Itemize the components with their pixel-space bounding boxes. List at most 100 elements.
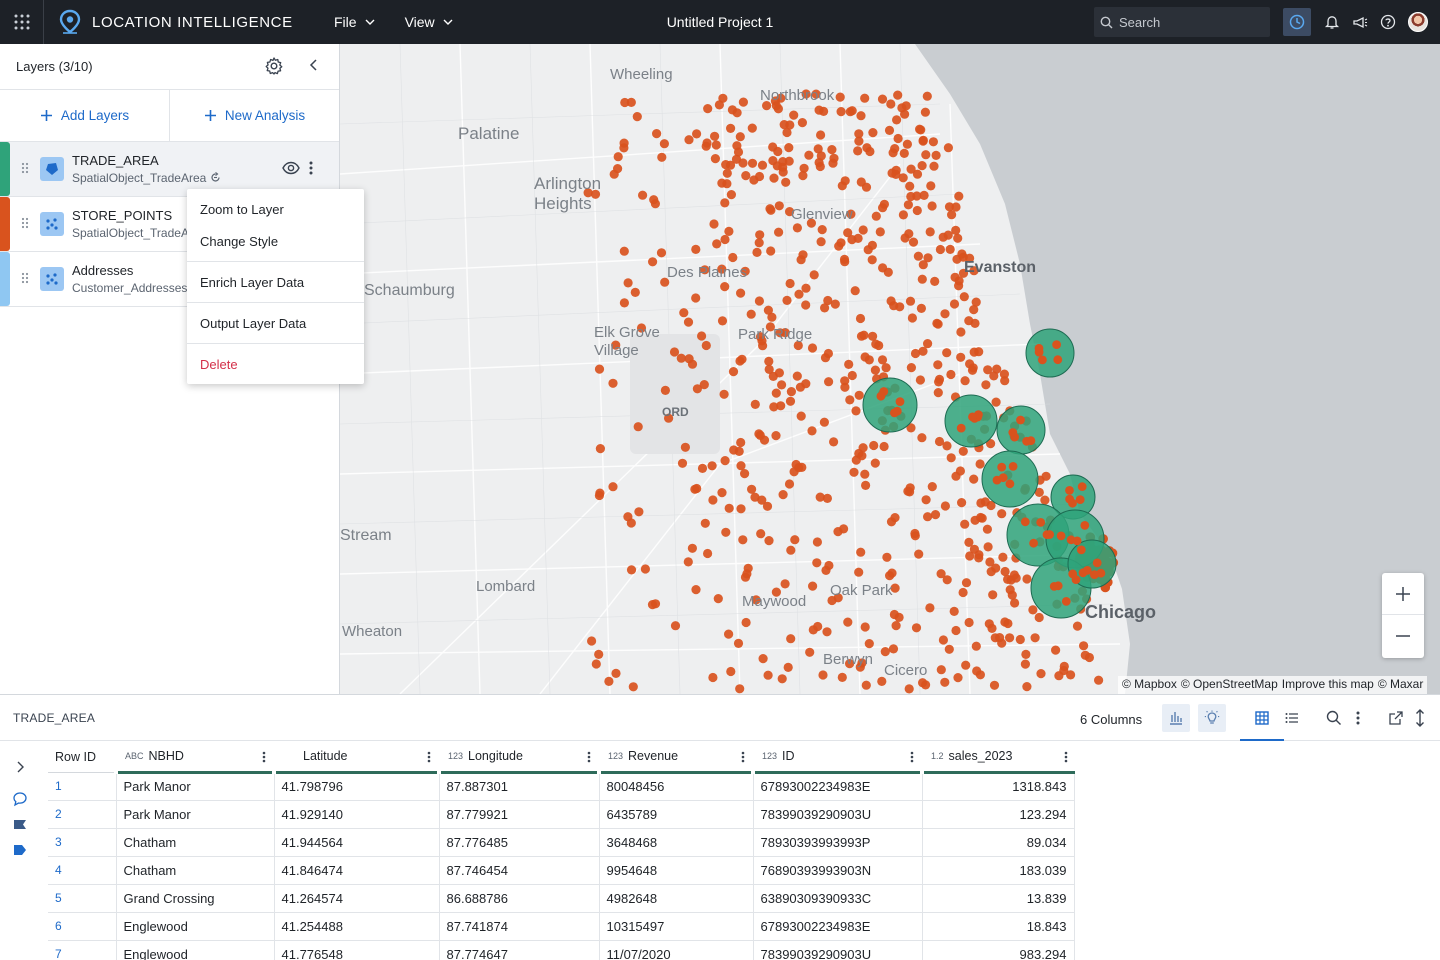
- store-point[interactable]: [1065, 494, 1074, 504]
- visibility-toggle[interactable]: [282, 161, 300, 178]
- cell-id[interactable]: 67893002234983E: [753, 772, 923, 801]
- view-menu[interactable]: View: [405, 14, 453, 30]
- store-point[interactable]: [626, 97, 636, 107]
- store-point[interactable]: [652, 129, 662, 139]
- store-point[interactable]: [918, 346, 928, 356]
- store-point[interactable]: [750, 399, 760, 409]
- store-point[interactable]: [905, 487, 915, 497]
- store-point[interactable]: [951, 202, 961, 212]
- store-point[interactable]: [927, 201, 937, 211]
- store-point[interactable]: [877, 94, 888, 104]
- store-point[interactable]: [982, 524, 993, 534]
- store-point[interactable]: [1036, 669, 1046, 679]
- store-point[interactable]: [921, 680, 931, 690]
- cell-latitude[interactable]: 41.944564: [274, 828, 440, 857]
- store-point[interactable]: [953, 233, 963, 243]
- store-point[interactable]: [657, 152, 667, 162]
- store-point[interactable]: [778, 167, 788, 177]
- store-point[interactable]: [899, 148, 909, 158]
- store-point[interactable]: [1000, 376, 1010, 386]
- store-point[interactable]: [767, 312, 777, 322]
- store-point[interactable]: [817, 225, 827, 235]
- delete-layer-item[interactable]: Delete: [200, 356, 238, 372]
- store-point[interactable]: [829, 437, 839, 447]
- store-point[interactable]: [814, 157, 824, 168]
- store-point[interactable]: [711, 140, 721, 150]
- store-point[interactable]: [724, 503, 734, 513]
- store-point[interactable]: [769, 402, 779, 412]
- store-point[interactable]: [969, 305, 979, 315]
- table-row[interactable]: 2 Park Manor 41.929140 87.779921 6435789 7839…: [48, 800, 1075, 829]
- store-point[interactable]: [771, 101, 781, 111]
- store-point[interactable]: [726, 123, 736, 133]
- store-point[interactable]: [840, 176, 850, 186]
- store-point[interactable]: [755, 430, 765, 440]
- store-point[interactable]: [910, 348, 921, 359]
- table-options-button[interactable]: [1344, 704, 1372, 732]
- store-point[interactable]: [827, 145, 837, 155]
- store-point[interactable]: [846, 209, 856, 219]
- store-point[interactable]: [920, 107, 931, 117]
- store-point[interactable]: [998, 473, 1008, 483]
- store-point[interactable]: [951, 625, 961, 636]
- store-point[interactable]: [1015, 634, 1025, 645]
- store-point[interactable]: [961, 578, 972, 588]
- store-point[interactable]: [980, 497, 990, 507]
- store-point[interactable]: [989, 371, 999, 381]
- tag-button[interactable]: [11, 841, 29, 859]
- store-point[interactable]: [850, 286, 860, 296]
- store-point[interactable]: [786, 387, 796, 397]
- store-point[interactable]: [764, 364, 774, 374]
- store-point[interactable]: [861, 480, 871, 490]
- store-point[interactable]: [914, 549, 924, 559]
- store-point[interactable]: [613, 152, 623, 162]
- store-point[interactable]: [812, 537, 822, 547]
- store-point[interactable]: [771, 431, 781, 441]
- store-point[interactable]: [740, 469, 750, 479]
- drag-handle-icon[interactable]: [21, 162, 29, 177]
- file-menu[interactable]: File: [334, 14, 375, 30]
- store-point[interactable]: [905, 181, 915, 191]
- store-point[interactable]: [775, 328, 785, 338]
- store-point[interactable]: [776, 401, 786, 411]
- store-point[interactable]: [720, 282, 730, 292]
- table-view-tab[interactable]: [1240, 704, 1284, 741]
- cell-longitude[interactable]: 87.779921: [439, 800, 600, 829]
- store-point[interactable]: [807, 426, 817, 436]
- help-button[interactable]: [1374, 8, 1402, 36]
- cell-longitude[interactable]: 87.746454: [439, 856, 600, 885]
- store-point[interactable]: [910, 531, 920, 541]
- store-point[interactable]: [856, 547, 866, 557]
- store-point[interactable]: [801, 283, 811, 293]
- store-point[interactable]: [1056, 531, 1066, 541]
- store-point[interactable]: [935, 244, 946, 255]
- store-point[interactable]: [656, 248, 667, 258]
- store-point[interactable]: [710, 131, 720, 141]
- store-point[interactable]: [801, 89, 811, 99]
- store-point[interactable]: [793, 340, 803, 351]
- store-point[interactable]: [912, 169, 923, 179]
- store-point[interactable]: [807, 343, 818, 353]
- store-point[interactable]: [949, 299, 960, 309]
- expand-rail-button[interactable]: [11, 758, 29, 776]
- cell-revenue[interactable]: 3648468: [599, 828, 754, 857]
- store-point[interactable]: [697, 463, 708, 473]
- store-point[interactable]: [847, 106, 857, 116]
- store-point[interactable]: [1008, 428, 1018, 437]
- store-point[interactable]: [619, 143, 629, 153]
- store-point[interactable]: [732, 108, 742, 118]
- store-point[interactable]: [700, 265, 710, 275]
- store-point[interactable]: [925, 603, 935, 613]
- store-point[interactable]: [923, 339, 933, 349]
- column-header-id[interactable]: 123 ID: [751, 742, 922, 774]
- cell-sales[interactable]: 183.039: [922, 856, 1075, 885]
- store-point[interactable]: [983, 542, 993, 552]
- store-point[interactable]: [908, 237, 919, 247]
- store-point[interactable]: [720, 234, 730, 245]
- store-point[interactable]: [928, 137, 939, 147]
- store-point[interactable]: [733, 638, 744, 649]
- store-point[interactable]: [824, 377, 834, 387]
- store-point[interactable]: [692, 129, 702, 139]
- store-point[interactable]: [692, 384, 702, 394]
- cell-nbhd[interactable]: Park Manor: [116, 800, 275, 829]
